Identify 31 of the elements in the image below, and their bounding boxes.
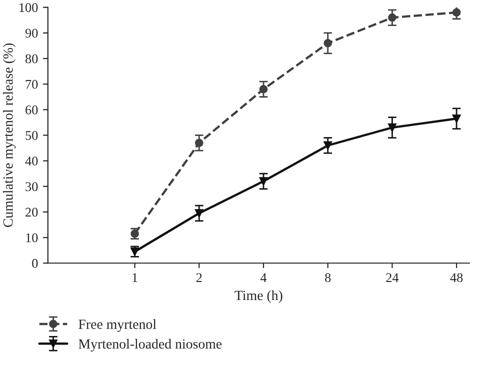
point (194, 209, 204, 218)
x-tick-label: 48 (450, 273, 463, 282)
x-axis-title: Time (h) (234, 290, 282, 303)
y-tick-label: 0 (32, 258, 38, 268)
point (194, 138, 204, 148)
y-tick-label: 80 (25, 54, 38, 64)
x-tick-label: 24 (386, 273, 399, 282)
x-tick-label: 2 (196, 273, 202, 282)
point (324, 39, 332, 48)
x-tick-label: 4 (260, 273, 267, 282)
y-tick-label: 10 (26, 233, 38, 242)
point (324, 141, 332, 150)
x-tick-label: 8 (325, 273, 331, 282)
y-tick-label: 100 (20, 3, 38, 12)
y-tick-label: 20 (26, 208, 38, 217)
point (259, 177, 268, 186)
y-tick-label: 50 (26, 131, 38, 140)
y-tick-label: 40 (25, 156, 38, 166)
y-axis-title: Cumulative myrtenol release (%) (2, 43, 16, 228)
y-tick-label: 30 (26, 182, 38, 192)
point (452, 8, 461, 17)
y-tick-label: 70 (26, 80, 38, 89)
legend-label: Myrtenol-loaded niosome (78, 338, 222, 352)
y-tick-label: 90 (25, 28, 38, 38)
point (388, 123, 396, 132)
y-tick-label: 60 (26, 105, 38, 114)
point (452, 114, 461, 123)
x-tick-label: 1 (132, 273, 138, 282)
point (388, 13, 396, 22)
point (259, 85, 268, 94)
legend-label: Free myrtenol (78, 319, 156, 332)
